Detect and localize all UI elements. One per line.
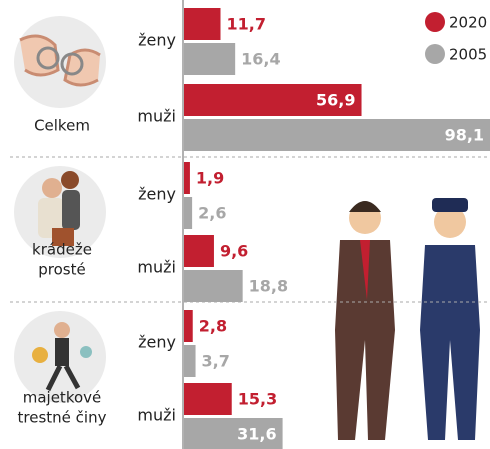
category-label: muži	[137, 107, 176, 126]
value-label: 98,1	[445, 126, 484, 145]
group-label: prosté	[38, 261, 85, 279]
category-label: muži	[137, 406, 176, 425]
legend-swatch	[425, 12, 445, 32]
handcuffs-icon	[19, 34, 101, 87]
group-label: krádeže	[32, 241, 92, 259]
value-label: 2,6	[198, 204, 226, 223]
category-label: ženy	[138, 185, 176, 204]
value-label: 9,6	[220, 242, 248, 261]
bar	[184, 383, 232, 415]
bar	[184, 43, 236, 75]
money-icon	[32, 322, 92, 392]
value-label: 1,9	[196, 169, 224, 188]
value-label: 2,8	[199, 317, 227, 336]
bar	[184, 235, 214, 267]
group-label: majetkové	[23, 389, 102, 407]
category-label: muži	[137, 258, 176, 277]
value-label: 3,7	[202, 352, 230, 371]
value-label: 15,3	[238, 390, 277, 409]
category-label: ženy	[138, 31, 176, 50]
value-label: 31,6	[237, 425, 276, 444]
value-label: 11,7	[227, 15, 266, 34]
bar	[184, 119, 490, 151]
bar	[184, 162, 190, 194]
value-label: 16,4	[241, 50, 280, 69]
bar	[184, 310, 193, 342]
bar	[184, 418, 283, 449]
theft-icon	[38, 171, 80, 246]
group-label: trestné činy	[18, 409, 107, 427]
legend-swatch	[425, 44, 445, 64]
legend-label: 2005	[449, 46, 487, 64]
group-label: Celkem	[34, 117, 90, 135]
bar	[184, 345, 196, 377]
legend-label: 2020	[449, 14, 487, 32]
bar	[184, 8, 221, 40]
category-label: ženy	[138, 333, 176, 352]
bar	[184, 197, 193, 229]
value-label: 18,8	[249, 277, 288, 296]
value-label: 56,9	[316, 91, 355, 110]
bar	[184, 84, 362, 116]
bar	[184, 270, 243, 302]
police-illustration	[335, 198, 480, 440]
